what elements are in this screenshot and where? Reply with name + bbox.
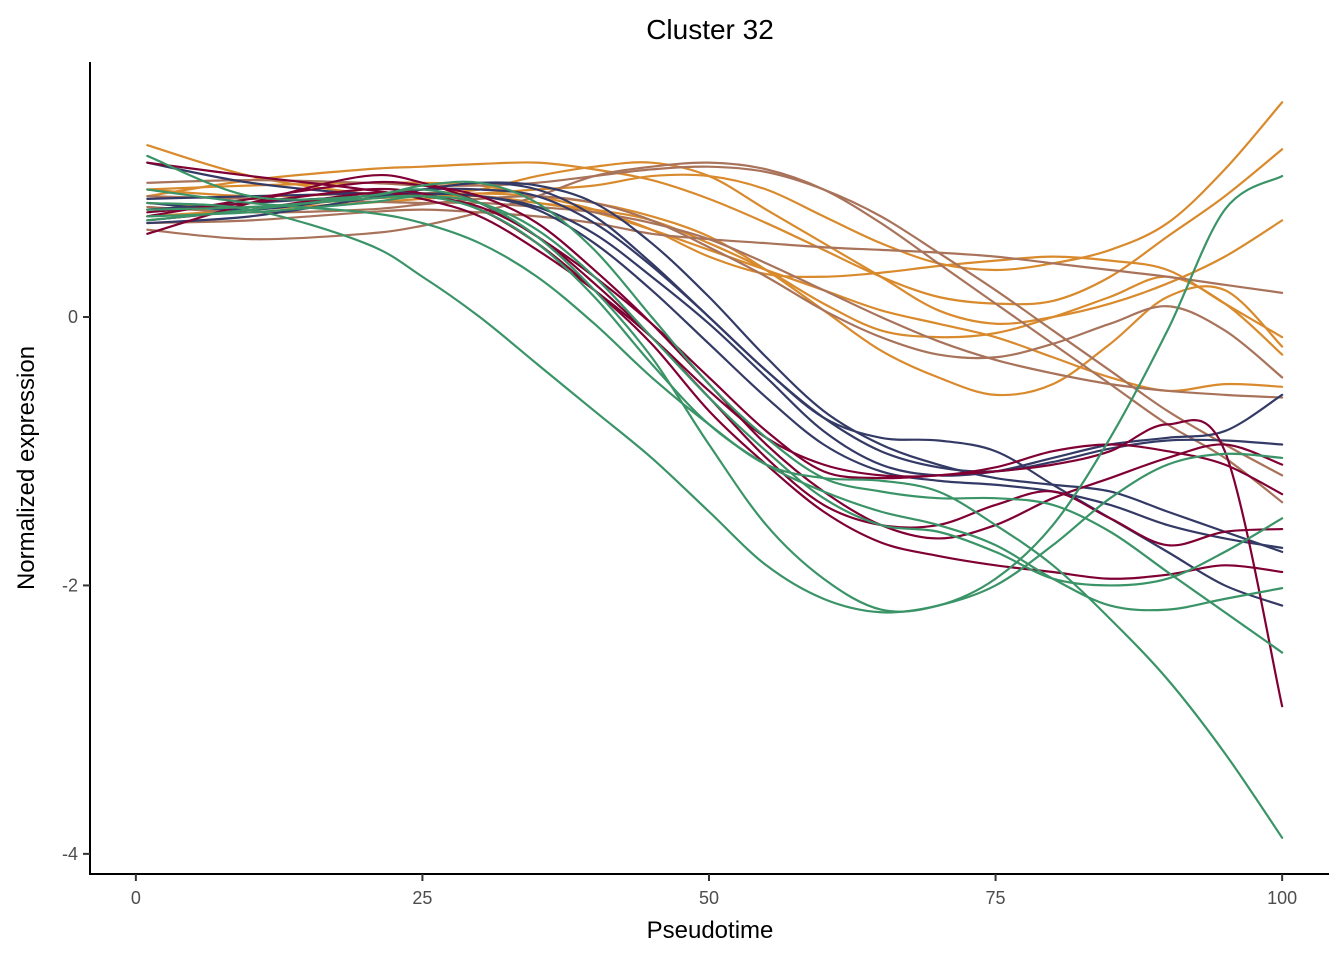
series-line-crimson-5 bbox=[146, 180, 1284, 540]
x-tick-label: 0 bbox=[131, 888, 141, 908]
x-tick-label: 100 bbox=[1267, 888, 1297, 908]
series-line-green-2 bbox=[146, 174, 1284, 613]
y-tick-label: -2 bbox=[62, 575, 78, 595]
x-tick-label: 75 bbox=[986, 888, 1006, 908]
series-line-brown-1 bbox=[146, 208, 1284, 294]
series-line-brown-4 bbox=[146, 194, 1284, 379]
series-line-orange-2 bbox=[146, 148, 1284, 306]
series-line-crimson-4 bbox=[146, 191, 1284, 547]
series-line-brown-5 bbox=[146, 195, 1284, 399]
series-line-green-3 bbox=[146, 154, 1284, 654]
series-layer bbox=[146, 101, 1284, 839]
series-line-green-6 bbox=[146, 201, 1284, 614]
y-tick-label: -4 bbox=[62, 844, 78, 864]
y-axis-ticks: -4 -2 0 bbox=[62, 307, 90, 864]
series-line-orange-7 bbox=[146, 194, 1284, 392]
series-line-green-1 bbox=[146, 188, 1284, 839]
series-line-green-4 bbox=[146, 195, 1284, 587]
x-tick-label: 50 bbox=[699, 888, 719, 908]
y-axis-title: Normalized expression bbox=[13, 346, 40, 590]
series-line-green-5 bbox=[146, 194, 1284, 612]
y-tick-label: 0 bbox=[68, 307, 78, 327]
x-axis-ticks: 0 25 50 75 100 bbox=[131, 874, 1297, 908]
series-line-crimson-1 bbox=[146, 173, 1284, 708]
chart-title: Cluster 32 bbox=[646, 14, 774, 45]
x-tick-label: 25 bbox=[412, 888, 432, 908]
series-line-orange-5 bbox=[146, 192, 1284, 397]
x-axis-title: Pseudotime bbox=[647, 917, 774, 944]
series-line-brown-3 bbox=[146, 165, 1284, 477]
